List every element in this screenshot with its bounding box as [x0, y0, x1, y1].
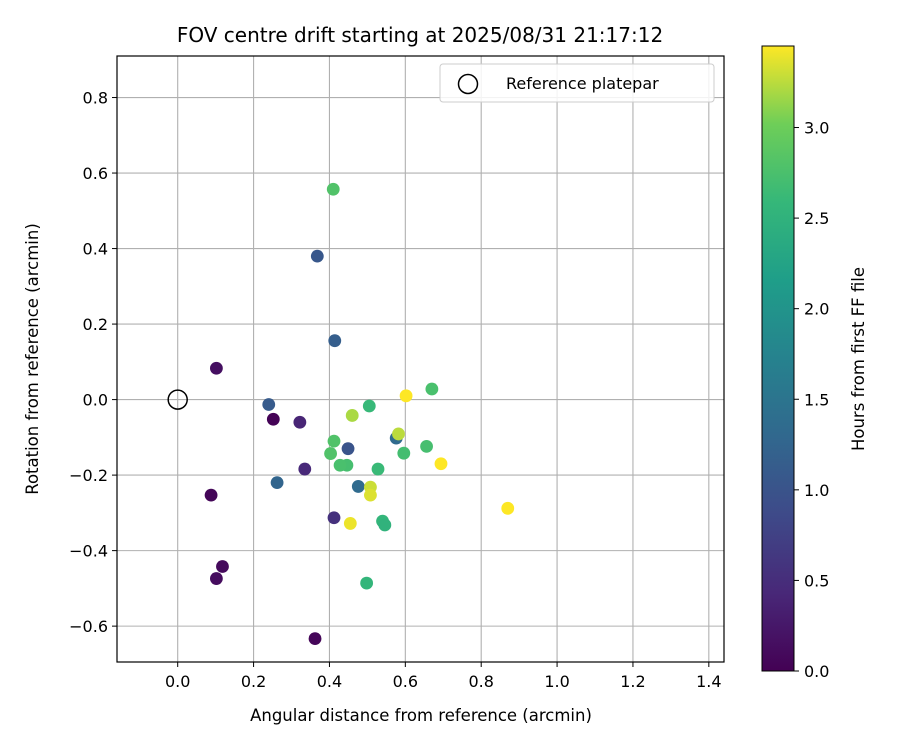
colorbar-gradient — [761, 45, 795, 672]
y-tick-label: 0.0 — [83, 391, 108, 410]
data-point — [360, 576, 374, 590]
data-point — [209, 361, 223, 375]
data-point — [420, 440, 433, 453]
data-point — [328, 334, 342, 348]
legend-box — [439, 63, 715, 103]
data-point — [501, 501, 515, 515]
legend: Reference platepar — [439, 63, 715, 103]
data-points — [167, 182, 515, 645]
colorbar-tick-label: 1.0 — [804, 481, 829, 500]
data-point — [364, 488, 377, 502]
data-point — [216, 560, 229, 573]
data-point — [204, 488, 218, 502]
x-tick-label: 1.0 — [544, 672, 569, 691]
data-point — [298, 462, 312, 476]
y-tick-label: 0.8 — [83, 89, 108, 108]
data-point — [333, 458, 347, 472]
x-tick-label: 0.0 — [165, 672, 190, 691]
y-tick-label: 0.6 — [83, 164, 108, 183]
data-point — [399, 389, 413, 403]
data-point — [425, 382, 439, 396]
colorbar-tick-label: 3.0 — [804, 119, 829, 138]
x-tick-label: 0.4 — [317, 672, 342, 691]
colorbar-tick-label: 2.0 — [804, 300, 829, 319]
colorbar: 0.0 0.5 1.0 1.5 2.0 2.5 3.0 Hours from first F… — [761, 45, 868, 681]
data-point — [327, 511, 341, 525]
data-point — [351, 480, 365, 493]
colorbar-tick-label: 1.5 — [804, 390, 829, 409]
data-point — [434, 457, 448, 471]
colorbar-tick-label: 0.5 — [804, 571, 829, 590]
data-point — [308, 632, 322, 645]
data-point — [209, 572, 223, 585]
y-axis-label: Rotation from reference (arcmin) — [23, 223, 42, 495]
grid-lines — [117, 56, 724, 662]
y-tick-label: 0.2 — [83, 315, 108, 334]
colorbar-ticks: 0.0 0.5 1.0 1.5 2.0 2.5 3.0 — [794, 119, 829, 681]
data-point — [270, 476, 284, 490]
data-point — [392, 427, 405, 441]
data-point — [327, 434, 341, 448]
reference-marker — [167, 389, 188, 410]
x-tick-label: 1.2 — [620, 672, 645, 691]
y-tick-label: −0.6 — [69, 617, 108, 636]
x-tick-label: 1.4 — [696, 672, 721, 691]
x-axis-label: Angular distance from reference (arcmin) — [250, 706, 592, 725]
plot-axes: 0.0 0.2 0.4 0.6 0.8 1.0 1.2 1.4 −0.6 −0.4 −0.2 0.0 0… — [69, 55, 725, 691]
y-tick-label: −0.2 — [69, 466, 108, 485]
data-point — [293, 415, 307, 429]
data-point — [371, 462, 385, 476]
data-point — [326, 182, 340, 196]
y-tick-label: 0.4 — [83, 240, 108, 259]
data-point — [262, 398, 276, 411]
x-tick-label: 0.8 — [468, 672, 493, 691]
data-point — [324, 447, 337, 460]
y-tick-label: −0.4 — [69, 542, 108, 561]
colorbar-label: Hours from first FF file — [849, 267, 868, 451]
legend-marker-icon — [457, 73, 479, 95]
data-point — [266, 412, 280, 426]
legend-entry-reference: Reference platepar — [506, 74, 659, 93]
colorbar-tick-label: 0.0 — [804, 662, 829, 681]
data-point — [341, 442, 355, 456]
x-tick-label: 0.2 — [241, 672, 266, 691]
data-point — [378, 518, 392, 532]
data-point — [362, 399, 376, 413]
x-tick-label: 0.6 — [393, 672, 418, 691]
data-point — [310, 249, 324, 263]
data-point — [345, 409, 359, 422]
data-point — [343, 517, 357, 530]
colorbar-tick-label: 2.5 — [804, 209, 829, 228]
plot-frame — [116, 55, 725, 663]
chart-title: FOV centre drift starting at 2025/08/31 … — [177, 23, 663, 47]
data-point — [397, 446, 411, 460]
